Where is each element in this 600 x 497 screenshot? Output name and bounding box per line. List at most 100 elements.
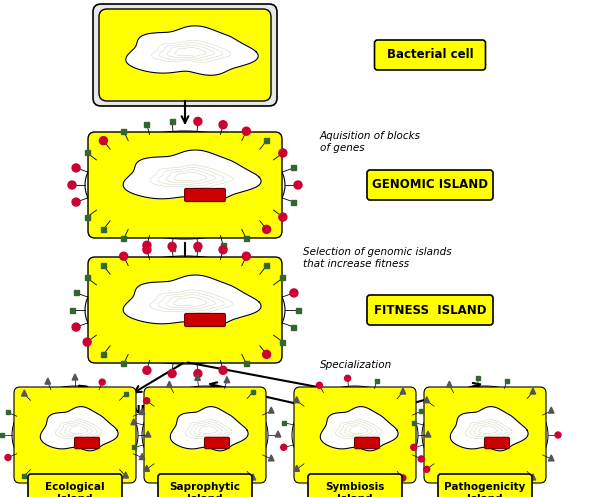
Polygon shape <box>317 481 322 487</box>
Text: Bacterial cell: Bacterial cell <box>386 49 473 62</box>
Bar <box>280 339 286 344</box>
Polygon shape <box>195 374 200 380</box>
Circle shape <box>294 181 302 189</box>
FancyBboxPatch shape <box>367 295 493 325</box>
FancyBboxPatch shape <box>185 188 226 202</box>
FancyBboxPatch shape <box>88 257 282 363</box>
Circle shape <box>219 121 227 129</box>
Circle shape <box>168 243 176 250</box>
Bar <box>132 445 136 449</box>
Bar <box>505 379 509 383</box>
Polygon shape <box>72 488 78 494</box>
Polygon shape <box>548 407 554 413</box>
Polygon shape <box>123 275 261 326</box>
Bar <box>145 122 149 127</box>
Text: Ecological
Island: Ecological Island <box>45 482 105 497</box>
FancyBboxPatch shape <box>355 437 380 449</box>
Polygon shape <box>131 418 137 425</box>
Text: Specialization: Specialization <box>320 360 392 370</box>
Polygon shape <box>530 388 536 394</box>
FancyBboxPatch shape <box>88 132 282 238</box>
Polygon shape <box>320 407 398 451</box>
Bar <box>85 215 89 220</box>
Polygon shape <box>40 407 118 451</box>
Circle shape <box>316 382 322 388</box>
Circle shape <box>219 246 227 253</box>
Circle shape <box>418 456 424 462</box>
Circle shape <box>166 482 172 488</box>
Circle shape <box>144 398 150 404</box>
FancyBboxPatch shape <box>28 474 122 497</box>
Polygon shape <box>268 455 274 461</box>
Bar <box>85 275 89 280</box>
Polygon shape <box>139 453 145 460</box>
Polygon shape <box>126 26 258 76</box>
Circle shape <box>344 375 350 381</box>
Polygon shape <box>144 465 149 471</box>
Bar <box>22 474 26 478</box>
FancyBboxPatch shape <box>205 437 229 449</box>
Text: ENVIRONMENT: ENVIRONMENT <box>84 405 176 415</box>
Circle shape <box>99 379 105 385</box>
Bar <box>292 200 296 205</box>
Circle shape <box>290 289 298 297</box>
Bar <box>70 308 74 313</box>
Circle shape <box>279 213 287 221</box>
FancyBboxPatch shape <box>74 437 100 449</box>
Bar <box>244 236 249 242</box>
Text: GENOMIC ISLAND: GENOMIC ISLAND <box>372 178 488 191</box>
Circle shape <box>194 117 202 125</box>
Polygon shape <box>224 377 230 383</box>
Bar <box>375 488 379 492</box>
Polygon shape <box>530 474 536 480</box>
Text: Selection of genomic islands
that increase fitness: Selection of genomic islands that increa… <box>303 247 452 269</box>
Circle shape <box>143 241 151 249</box>
Bar <box>6 411 10 414</box>
Polygon shape <box>294 465 299 471</box>
Circle shape <box>400 475 406 481</box>
Bar <box>280 275 286 280</box>
Polygon shape <box>268 407 274 413</box>
Polygon shape <box>504 486 510 492</box>
FancyBboxPatch shape <box>144 387 266 483</box>
Polygon shape <box>424 397 430 403</box>
Bar <box>124 392 128 396</box>
FancyBboxPatch shape <box>367 170 493 200</box>
Circle shape <box>194 489 200 495</box>
Ellipse shape <box>85 256 285 364</box>
Text: Aquisition of blocks
of genes: Aquisition of blocks of genes <box>320 131 421 153</box>
Bar <box>121 129 126 134</box>
Bar <box>101 352 106 357</box>
Bar <box>292 325 296 330</box>
FancyBboxPatch shape <box>424 387 546 483</box>
Circle shape <box>194 370 202 378</box>
Circle shape <box>100 137 107 145</box>
Ellipse shape <box>85 131 285 239</box>
FancyBboxPatch shape <box>308 474 402 497</box>
Bar <box>346 490 350 494</box>
Bar <box>419 409 423 413</box>
Circle shape <box>194 243 202 250</box>
FancyBboxPatch shape <box>93 4 277 106</box>
Bar <box>292 166 296 170</box>
Polygon shape <box>45 378 50 384</box>
Polygon shape <box>275 431 281 437</box>
Circle shape <box>72 198 80 206</box>
Circle shape <box>281 444 287 450</box>
Ellipse shape <box>422 386 548 484</box>
Circle shape <box>555 432 561 438</box>
Ellipse shape <box>12 386 138 484</box>
Bar <box>264 263 269 268</box>
Ellipse shape <box>292 386 418 484</box>
Polygon shape <box>139 409 145 414</box>
Bar <box>0 433 4 437</box>
Bar <box>221 243 226 248</box>
Polygon shape <box>446 481 452 487</box>
Bar <box>85 151 89 156</box>
Bar <box>375 379 379 383</box>
Bar <box>121 236 126 242</box>
Bar <box>264 138 269 143</box>
Text: Symbiosis
Island: Symbiosis Island <box>325 482 385 497</box>
Circle shape <box>119 252 128 260</box>
Circle shape <box>72 323 80 331</box>
